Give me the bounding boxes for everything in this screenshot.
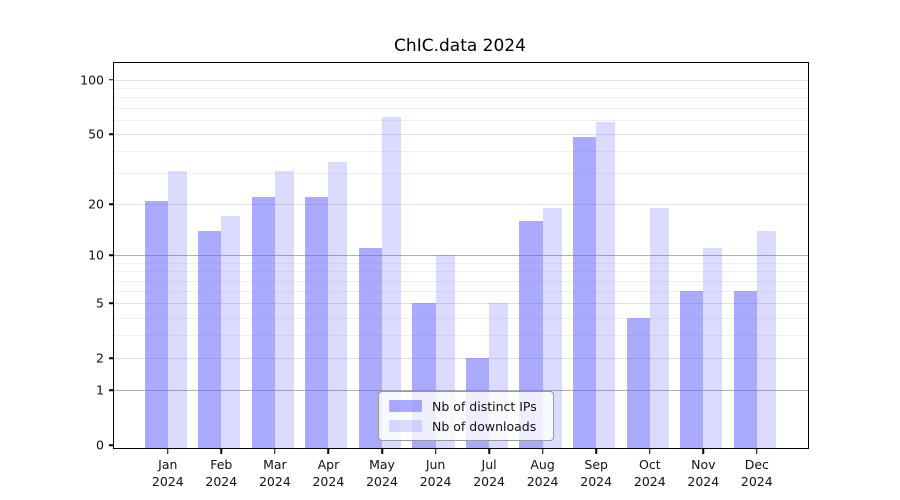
downloads-swatch-icon [389,420,422,432]
x-tick-label-dec: Dec 2024 [740,457,773,489]
legend: Nb of distinct IPs Nb of downloads [378,391,554,441]
x-tick-mark [702,449,705,454]
gridline-y-90 [114,88,808,90]
bar-distinct-ips-dec [733,291,757,448]
x-tick-label-mar: Mar 2024 [258,457,291,489]
bar-downloads-feb [221,216,241,448]
y-tick-label: 0 [96,437,104,453]
y-tick-label: 20 [88,196,104,212]
x-tick-label-feb: Feb 2024 [205,457,238,489]
y-tick-mark [109,444,114,446]
bar-distinct-ips-nov [680,291,704,448]
gridline-y-20 [114,204,808,206]
x-tick-mark [649,449,651,454]
bar-downloads-nov [703,248,723,448]
bar-downloads-apr [328,161,348,448]
plot-area: 0 1 2 5 10 20 50 100 Jan 2024 Feb 2024 Mar 2024 Apr… [80,62,809,489]
gridline-y-60 [114,119,808,121]
gridline-y-2 [114,358,808,360]
y-tick-mark [109,133,114,135]
y-tick-mark [109,79,114,81]
x-tick-mark [381,449,383,454]
legend-label: Nb of downloads [432,418,537,434]
bar-downloads-sep [596,122,616,448]
gridline-y-1 [114,390,808,392]
bar-distinct-ips-oct [626,317,650,448]
y-tick-mark [109,254,114,257]
x-tick-mark [220,449,223,454]
chart-title: ChIC.data 2024 [394,36,526,56]
y-tick-mark [109,203,114,205]
bar-distinct-ips-apr [305,197,329,448]
x-tick-mark [488,449,490,454]
gridline-y-80 [114,97,808,99]
gridline-y-30 [114,173,808,175]
x-tick-mark [167,449,169,454]
gridline-y-7 [114,280,808,282]
gridline-y-4 [114,317,808,319]
bar-distinct-ips-jan [144,200,168,448]
legend-label: Nb of distinct IPs [432,398,537,414]
x-tick-label-oct: Oct 2024 [633,457,666,489]
gridline-y-10 [114,255,808,257]
x-tick-mark [274,449,276,454]
x-tick-mark [756,449,758,454]
x-tick-mark [595,449,597,454]
gridline-y-50 [114,134,808,135]
x-tick-mark [434,449,437,454]
bar-downloads-dec [756,230,776,448]
x-tick-label-jul: Jul 2024 [473,457,505,489]
gridline-y-70 [114,107,808,109]
y-tick-label: 10 [88,247,104,263]
bar-distinct-ips-mar [251,197,275,448]
y-tick-label: 50 [88,126,104,142]
x-tick-label-may: May 2024 [366,457,398,489]
gridline-y-9 [114,262,808,264]
y-tick-label: 1 [96,382,104,398]
gridline-y-40 [114,151,808,153]
ips-swatch-icon [389,400,422,412]
x-tick-label-aug: Aug 2024 [526,457,559,489]
bar-distinct-ips-may [358,248,382,448]
legend-item-distinct-ips: Nb of distinct IPs [389,399,543,414]
x-tick-label-nov: Nov 2024 [687,457,720,489]
gridline-y-8 [114,271,808,273]
gridline-y-100 [114,79,808,81]
gridline-y-6 [114,291,808,293]
y-tick-mark [109,389,114,391]
y-tick-label: 2 [96,350,104,366]
x-tick-mark [327,449,330,454]
y-tick-mark [109,357,114,359]
bar-downloads-aug [542,208,562,448]
bar-distinct-ips-sep [572,137,597,448]
y-tick-label: 5 [96,295,104,311]
x-tick-label-apr: Apr 2024 [312,457,345,489]
bar-downloads-mar [274,170,294,448]
bar-downloads-jan [167,170,187,448]
x-tick-label-jan: Jan 2024 [151,457,184,489]
y-tick-mark [109,302,114,305]
gridline-y-3 [114,335,808,337]
bar-distinct-ips-feb [198,230,222,448]
bar-downloads-oct [649,208,669,448]
legend-item-downloads: Nb of downloads [389,419,543,434]
x-tick-label-jun: Jun 2024 [419,457,452,489]
y-tick-label: 100 [80,72,104,88]
x-tick-mark [541,449,544,454]
bar-downloads-may [382,117,401,448]
x-tick-label-sep: Sep 2024 [580,457,613,489]
gridline-y-5 [114,303,808,305]
